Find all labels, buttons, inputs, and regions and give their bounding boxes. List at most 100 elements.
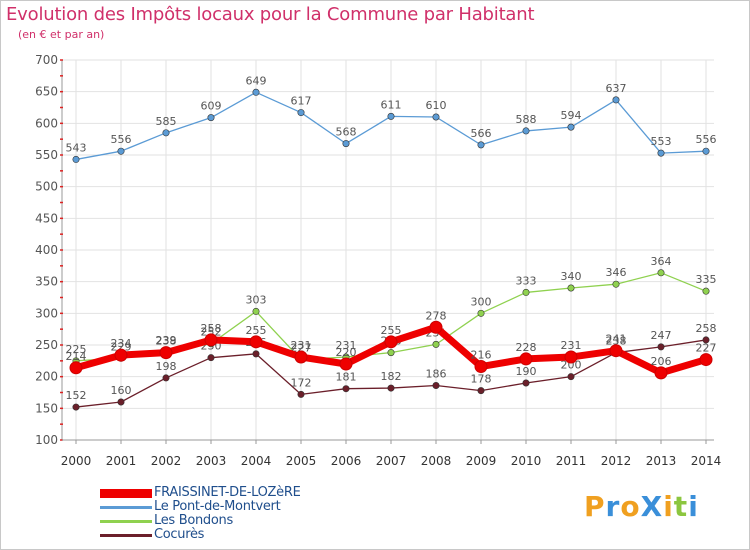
point-cocures-2013	[657, 343, 665, 351]
logo-letter: P	[584, 490, 606, 523]
legend: FRAISSINET-DE-LOZèRE Le Pont-de-Montvert…	[100, 485, 400, 542]
x-tick-label-2010: 2010	[511, 454, 542, 468]
data-label-le-pont-de-montvert-2004: 649	[246, 74, 267, 87]
x-tick-label-2012: 2012	[601, 454, 632, 468]
y-tick-label-600: 600	[35, 116, 58, 130]
data-label-fraissinet-de-lozere-2008: 278	[426, 309, 447, 322]
point-le-pont-de-montvert-2005	[297, 109, 305, 117]
data-label-le-pont-de-montvert-2002: 585	[156, 115, 177, 128]
point-fraissinet-de-lozere-2004	[249, 335, 263, 349]
data-label-le-pont-de-montvert-2006: 568	[336, 126, 357, 139]
data-label-le-pont-de-montvert-2007: 611	[381, 98, 402, 111]
y-tick-label-100: 100	[35, 433, 58, 447]
data-label-fraissinet-de-lozere-2005: 231	[291, 339, 312, 352]
legend-swatch-cocures	[100, 534, 152, 537]
data-label-cocures-2007: 182	[381, 370, 402, 383]
x-tick-label-2009: 2009	[466, 454, 497, 468]
x-tick-label-2003: 2003	[196, 454, 227, 468]
data-label-cocures-2010: 190	[516, 365, 537, 378]
data-label-les-bondons-2011: 340	[561, 270, 582, 283]
logo-letter: X	[640, 490, 664, 523]
point-fraissinet-de-lozere-2011	[564, 350, 578, 364]
logo-letter: o	[620, 490, 641, 523]
point-cocures-2008	[432, 382, 440, 390]
x-tick-label-2013: 2013	[646, 454, 677, 468]
data-label-les-bondons-2013: 364	[651, 255, 672, 268]
point-le-pont-de-montvert-2006	[342, 140, 350, 148]
point-les-bondons-2013	[657, 269, 665, 277]
data-label-fraissinet-de-lozere-2012: 241	[606, 333, 627, 346]
x-tick-label-2005: 2005	[286, 454, 317, 468]
point-fraissinet-de-lozere-2010	[519, 352, 533, 366]
data-label-fraissinet-de-lozere-2004: 255	[246, 324, 267, 337]
point-le-pont-de-montvert-2004	[252, 88, 260, 96]
point-fraissinet-de-lozere-2000	[69, 361, 83, 375]
data-label-le-pont-de-montvert-2011: 594	[561, 109, 582, 122]
legend-swatch-pont-de-montvert	[100, 506, 152, 509]
point-les-bondons-2012	[612, 280, 620, 288]
y-tick-label-250: 250	[35, 338, 58, 352]
data-label-le-pont-de-montvert-2010: 588	[516, 113, 537, 126]
x-tick-label-2008: 2008	[421, 454, 452, 468]
x-tick-label-2001: 2001	[106, 454, 137, 468]
point-le-pont-de-montvert-2001	[117, 147, 125, 155]
point-le-pont-de-montvert-2008	[432, 113, 440, 121]
data-label-cocures-2002: 198	[156, 360, 177, 373]
data-label-cocures-2011: 200	[561, 359, 582, 372]
point-fraissinet-de-lozere-2014	[699, 353, 713, 367]
legend-item-cocures: Cocurès	[100, 527, 400, 542]
data-label-les-bondons-2010: 333	[516, 274, 537, 287]
y-tick-label-500: 500	[35, 180, 58, 194]
point-cocures-2001	[117, 398, 125, 406]
data-label-les-bondons-2002: 239	[156, 334, 177, 347]
data-label-le-pont-de-montvert-2014: 556	[696, 133, 717, 146]
data-label-les-bondons-2004: 303	[246, 293, 267, 306]
x-tick-label-2011: 2011	[556, 454, 587, 468]
x-tick-label-2006: 2006	[331, 454, 362, 468]
y-tick-label-450: 450	[35, 211, 58, 225]
y-tick-label-200: 200	[35, 370, 58, 384]
point-les-bondons-2014	[702, 287, 710, 295]
point-cocures-2002	[162, 374, 170, 382]
point-fraissinet-de-lozere-2003	[204, 333, 218, 347]
point-fraissinet-de-lozere-2005	[294, 350, 308, 364]
logo-letter: i	[688, 490, 699, 523]
point-cocures-2010	[522, 379, 530, 387]
data-label-les-bondons-2012: 346	[606, 266, 627, 279]
data-label-cocures-2006: 181	[336, 371, 357, 384]
data-label-cocures-2008: 186	[426, 368, 447, 381]
legend-label-cocures: Cocurès	[154, 527, 205, 542]
data-label-les-bondons-2005: 227	[291, 342, 312, 355]
x-tick-label-2007: 2007	[376, 454, 407, 468]
point-cocures-2011	[567, 373, 575, 381]
point-fraissinet-de-lozere-2007	[384, 335, 398, 349]
data-label-les-bondons-2009: 300	[471, 295, 492, 308]
data-label-les-bondons-2003: 252	[201, 326, 222, 339]
data-label-cocures-2014: 258	[696, 322, 717, 335]
point-le-pont-de-montvert-2010	[522, 127, 530, 135]
point-le-pont-de-montvert-2000	[72, 155, 80, 163]
y-tick-label-650: 650	[35, 85, 58, 99]
point-le-pont-de-montvert-2012	[612, 96, 620, 104]
data-label-les-bondons-2000: 225	[66, 343, 87, 356]
data-label-cocures-2000: 152	[66, 389, 87, 402]
data-label-fraissinet-de-lozere-2007: 255	[381, 324, 402, 337]
point-les-bondons-2008	[432, 340, 440, 348]
point-cocures-2005	[297, 390, 305, 398]
point-le-pont-de-montvert-2009	[477, 141, 485, 149]
x-tick-label-2000: 2000	[61, 454, 92, 468]
chart-subtitle: (en € et par an)	[18, 28, 105, 41]
point-fraissinet-de-lozere-2012	[609, 344, 623, 358]
point-le-pont-de-montvert-2013	[657, 149, 665, 157]
y-tick-label-150: 150	[35, 401, 58, 415]
point-cocures-2006	[342, 385, 350, 393]
point-fraissinet-de-lozere-2013	[654, 366, 668, 380]
point-les-bondons-2007	[387, 349, 395, 357]
point-le-pont-de-montvert-2007	[387, 112, 395, 120]
data-label-le-pont-de-montvert-2001: 556	[111, 133, 132, 146]
point-fraissinet-de-lozere-2001	[114, 348, 128, 362]
data-label-fraissinet-de-lozere-2014: 227	[696, 342, 717, 355]
data-label-fraissinet-de-lozere-2009: 216	[471, 349, 492, 362]
data-label-les-bondons-2006: 231	[336, 339, 357, 352]
